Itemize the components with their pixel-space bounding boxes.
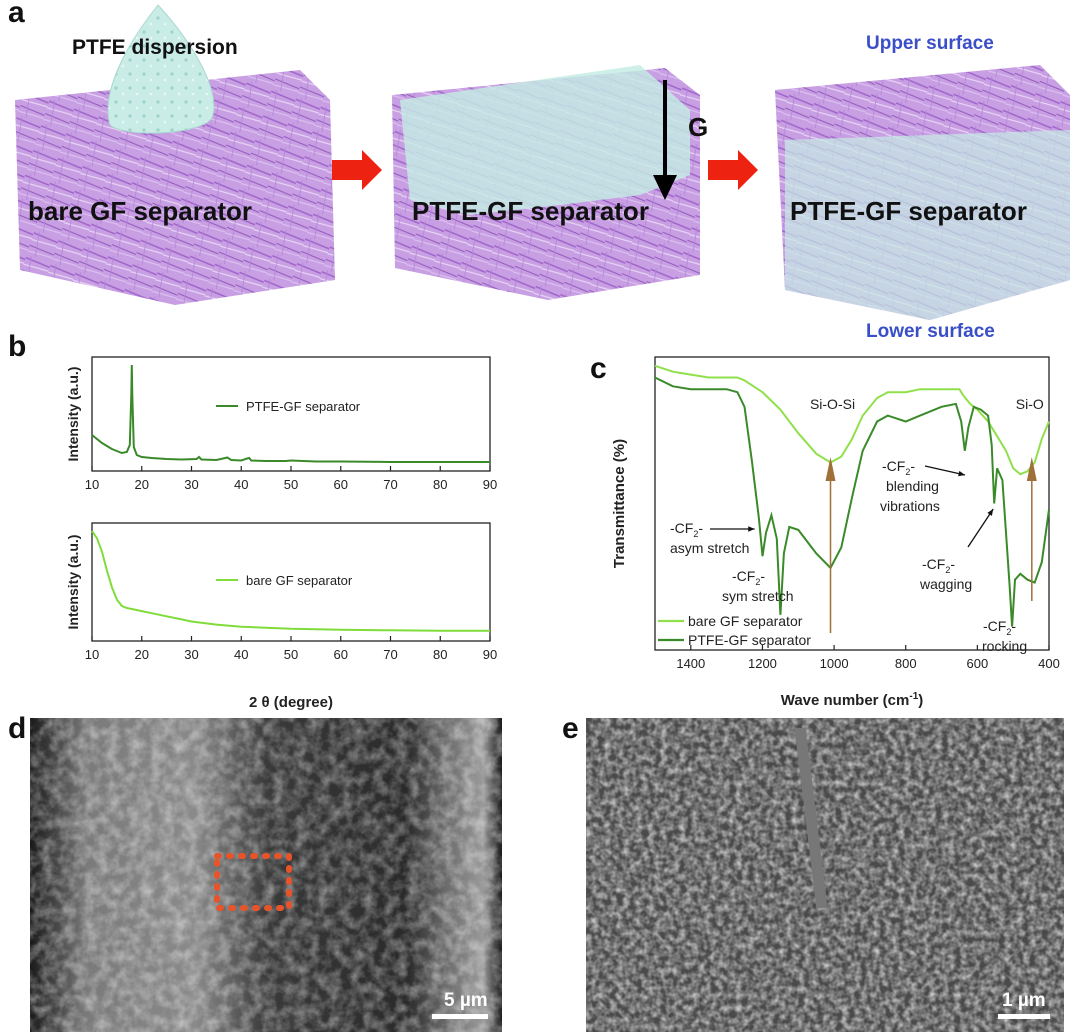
panel-a-illustration bbox=[15, 4, 1070, 320]
xrd-legend-label: bare GF separator bbox=[246, 573, 353, 588]
ftir-frame bbox=[654, 356, 1050, 651]
ftir-tick-label: 1200 bbox=[748, 656, 777, 671]
xrd-tick-label: 50 bbox=[284, 477, 298, 492]
wagging-label: wagging bbox=[919, 576, 972, 592]
ftir-tick-label: 600 bbox=[967, 656, 989, 671]
asym-arrow-head bbox=[748, 526, 755, 532]
upper-surface-label: Upper surface bbox=[866, 33, 994, 54]
xrd-tick-label: 10 bbox=[85, 477, 99, 492]
xrd-tick-label: 90 bbox=[483, 477, 497, 492]
panel-c-letter: c bbox=[590, 352, 607, 385]
vibrations-label: vibrations bbox=[880, 498, 940, 514]
xrd-tick-label: 60 bbox=[334, 647, 348, 662]
xrd-tick-label: 70 bbox=[383, 477, 397, 492]
ptfe-coating-top bbox=[400, 65, 690, 215]
xrd-y-label: Intensity (a.u.) bbox=[65, 535, 81, 630]
xrd-tick-label: 70 bbox=[383, 647, 397, 662]
cf2-wagging-label: -CF2- bbox=[922, 556, 955, 575]
cf2-asym-label: -CF2- bbox=[670, 520, 703, 539]
legend-bare-label: bare GF separator bbox=[688, 613, 803, 629]
gravity-label: G bbox=[688, 112, 709, 142]
xrd-tick-label: 30 bbox=[184, 477, 198, 492]
xrd-tick-label: 80 bbox=[433, 647, 447, 662]
legend-ptfe-label: PTFE-GF separator bbox=[688, 632, 811, 648]
xrd-tick-label: 40 bbox=[234, 477, 248, 492]
xrd-tick-label: 20 bbox=[135, 647, 149, 662]
xrd-y-label: Intensity (a.u.) bbox=[65, 367, 81, 462]
panel-d-letter: d bbox=[8, 712, 27, 745]
blending-arrow bbox=[924, 465, 966, 476]
ptfe-dispersion-label: PTFE dispersion bbox=[72, 36, 238, 59]
cf2-sym-label: -CF2- bbox=[732, 568, 765, 587]
bare-gf-label: bare GF separator bbox=[28, 196, 252, 226]
xrd-tick-label: 40 bbox=[234, 647, 248, 662]
wagging-arrow bbox=[967, 508, 994, 548]
xrd-tick-label: 60 bbox=[334, 477, 348, 492]
si-o-arrowhead bbox=[1026, 457, 1037, 481]
process-arrow-2 bbox=[708, 150, 758, 190]
panel-e-letter: e bbox=[562, 712, 579, 745]
xrd-tick-label: 80 bbox=[433, 477, 447, 492]
si-o-si-label: Si-O-Si bbox=[810, 396, 855, 412]
xrd-tick-label: 30 bbox=[184, 647, 198, 662]
ftir-tick-label: 1000 bbox=[820, 656, 849, 671]
ftir-y-label: Transmittance (%) bbox=[611, 439, 628, 568]
rocking-label: rocking bbox=[982, 638, 1027, 654]
cf2-rocking-label: -CF2- bbox=[983, 618, 1016, 637]
panel-e-scale-label: 1 µm bbox=[1002, 990, 1046, 1011]
cf2-blending-label: -CF2- bbox=[882, 458, 915, 477]
ftir-line-1 bbox=[654, 376, 1050, 627]
panel-e-sem-image bbox=[586, 718, 1064, 1032]
bare-gf-block bbox=[15, 70, 335, 305]
panel-d-sem-image bbox=[30, 718, 502, 1032]
panel-d-scale-label: 5 µm bbox=[444, 990, 488, 1011]
xrd-x-label: 2 θ (degree) bbox=[249, 694, 333, 711]
blending-label: blending bbox=[886, 478, 939, 494]
roi-box bbox=[214, 853, 292, 911]
asym-stretch-label: asym stretch bbox=[670, 540, 749, 556]
xrd-tick-label: 90 bbox=[483, 647, 497, 662]
xrd-legend-label: PTFE-GF separator bbox=[246, 399, 361, 414]
process-arrow-1 bbox=[332, 150, 382, 190]
lower-surface-label: Lower surface bbox=[866, 321, 995, 342]
ptfe-gf-label-middle: PTFE-GF separator bbox=[412, 196, 649, 226]
ftir-x-label: Wave number (cm-1) bbox=[781, 691, 924, 709]
panel-b-xrd-chart: 10 20 30 40 50 60 70 80 90 PTFE-GF separator Inten… bbox=[65, 356, 497, 711]
ftir-tick-label: 1400 bbox=[676, 656, 705, 671]
xrd-tick-label: 20 bbox=[135, 477, 149, 492]
sym-stretch-label: sym stretch bbox=[722, 588, 794, 604]
ptfe-coating-bottom bbox=[785, 130, 1070, 320]
ftir-tick-label: 400 bbox=[1038, 656, 1060, 671]
xrd-tick-label: 50 bbox=[284, 647, 298, 662]
blending-arrow-head bbox=[958, 470, 966, 477]
ftir-line-0 bbox=[654, 364, 1050, 476]
xrd-line-0 bbox=[91, 364, 490, 463]
xrd-line-1 bbox=[91, 530, 490, 632]
ptfe-droplet bbox=[107, 4, 215, 134]
xrd-frame-0 bbox=[91, 356, 491, 472]
si-o-si-arrowhead bbox=[825, 457, 836, 481]
panel-a-letter: a bbox=[8, 0, 25, 29]
ftir-tick-label: 800 bbox=[895, 656, 917, 671]
xrd-tick-label: 10 bbox=[85, 647, 99, 662]
wagging-arrow-head bbox=[987, 509, 994, 516]
panel-b-letter: b bbox=[8, 330, 27, 363]
si-o-label: Si-O bbox=[1016, 396, 1044, 412]
ptfe-gf-label-right: PTFE-GF separator bbox=[790, 196, 1027, 226]
